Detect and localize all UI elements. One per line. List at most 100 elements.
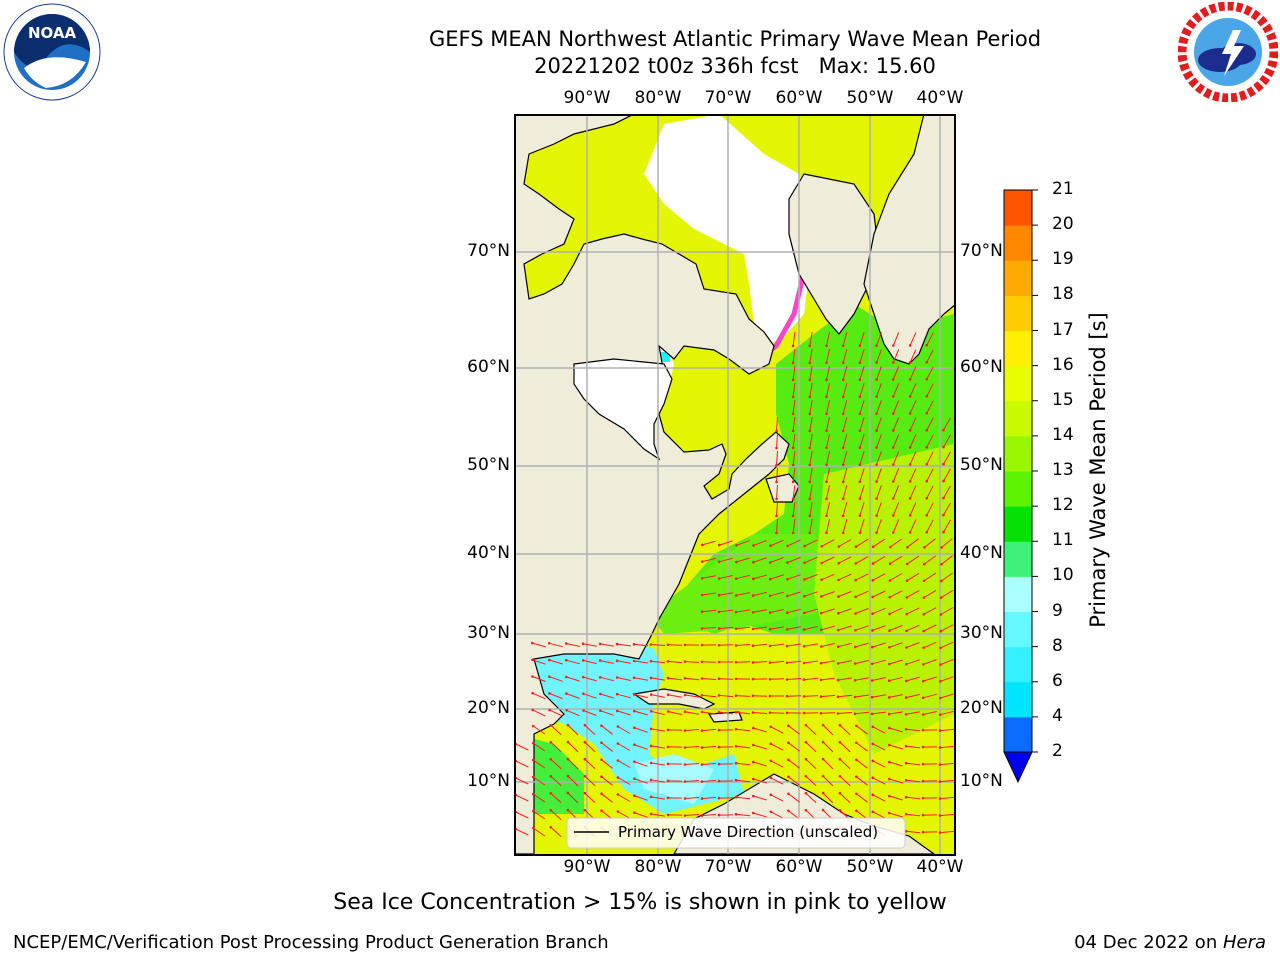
wave-arrow-head [888,562,892,565]
wave-arrow [787,643,801,647]
wave-arrow-head [531,758,535,762]
lat-label-left: 20°N [467,698,510,718]
wave-arrow-head [775,531,778,535]
wave-arrow-head [717,710,721,714]
wave-arrow-head [683,797,687,800]
wave-arrow-head [938,797,942,800]
wave-arrow-head [940,563,943,566]
wave-arrow-head [717,694,721,697]
wave-arrow-head [825,378,828,382]
wave-arrow [906,607,920,615]
wave-arrow-head [938,831,942,834]
wave-arrow-head [836,695,840,699]
wave-arrow-head [858,344,862,347]
wave-arrow-head [838,791,842,795]
wave-arrow-head [939,596,943,599]
colorbar-tick-label: 16 [1052,354,1074,375]
wave-arrow-head [875,429,878,432]
wave-arrow [684,661,700,663]
wave-arrow-head [875,514,878,517]
wave-arrow [906,642,920,648]
wave-arrow-head [836,712,840,715]
wave-arrow-head [791,412,795,416]
wave-arrow-head [752,560,755,564]
wave-arrow [939,796,954,800]
wave-arrow [549,692,563,700]
wave-arrow-head [700,593,704,597]
wave-arrow-head [786,578,789,581]
wave-arrow-head [785,678,789,681]
wave-arrow [634,778,648,784]
lat-label-left: 30°N [467,623,510,643]
wave-arrow-head [858,378,862,382]
wave-arrow-head [938,814,942,817]
wave-arrow-head [734,627,738,631]
colorbar-extend-arrow [1003,751,1033,784]
wave-arrow [821,556,835,564]
colorbar-segment [1004,365,1032,402]
wave-arrow-head [633,709,636,713]
wave-arrow-head [616,759,620,762]
wave-arrow [634,677,648,681]
wave-arrow-head [717,560,721,564]
wave-arrow-head [751,594,755,597]
wave-arrow-head [583,723,587,727]
wave-arrow-head [841,446,845,450]
wave-arrow [668,711,682,715]
wave-arrow [617,794,631,802]
wave-arrow-head [871,629,874,632]
wave-arrow [805,724,817,736]
wave-arrow [753,557,767,563]
wave-arrow [792,383,796,397]
wave-arrow [826,502,830,516]
wave-arrow [770,609,784,613]
wave-arrow [855,694,869,698]
wave-arrow [735,745,751,749]
wave-arrow [804,625,818,631]
wave-arrow [943,502,951,516]
wave-arrow [943,519,951,533]
wave-arrow [821,608,835,614]
wave-arrow [684,814,700,816]
footer-date: 04 Dec 2022 on Hera [1074,932,1266,953]
wave-arrow [892,485,900,499]
wave-arrow [909,502,917,516]
wave-arrow-head [888,811,891,815]
wave-arrow [876,434,882,448]
wave-arrow [804,574,818,580]
wave-arrow-head [821,808,825,812]
wave-arrow [855,538,869,548]
wave-arrow [842,434,848,448]
wave-arrow-head [939,680,942,683]
wave-arrow-head [787,792,790,796]
wave-arrow-head [718,543,721,547]
wave-arrow-head [717,762,721,766]
wave-arrow [550,724,562,736]
wave-arrow [856,742,868,752]
wave-arrow-head [700,693,704,697]
wave-arrow [872,811,886,819]
wave-arrow-head [802,678,806,681]
wave-arrow [826,383,830,397]
wave-arrow-head [803,594,806,598]
wave-arrow [889,812,903,818]
wave-arrow-head [786,594,789,598]
lon-label-top: 90°W [563,88,611,108]
wave-arrow [855,556,869,564]
wave-arrow-head [531,826,535,830]
wave-arrow [776,433,778,449]
wave-arrow [516,760,529,768]
wave-arrow-head [904,812,908,816]
wave-arrow-head [531,641,534,645]
wave-arrow-head [908,429,912,432]
wave-arrow [805,792,817,804]
wave-arrow [736,557,750,563]
colorbar [1003,189,1038,784]
wave-arrow [792,332,796,346]
wave-arrow [924,538,936,548]
wave-arrow-head [531,775,535,779]
wave-arrow-head [583,774,587,778]
wave-arrow-head [581,659,585,662]
wave-arrow [872,726,886,734]
wave-arrow [735,711,751,715]
